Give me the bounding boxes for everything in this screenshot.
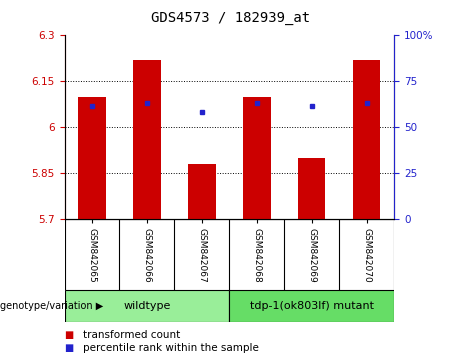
Text: wildtype: wildtype bbox=[123, 301, 171, 311]
Bar bbox=[78, 97, 106, 219]
Bar bbox=[353, 60, 380, 219]
Text: genotype/variation ▶: genotype/variation ▶ bbox=[0, 301, 103, 311]
Text: GSM842065: GSM842065 bbox=[88, 228, 96, 282]
Text: transformed count: transformed count bbox=[83, 330, 180, 339]
Text: tdp-1(ok803lf) mutant: tdp-1(ok803lf) mutant bbox=[250, 301, 374, 311]
Text: GSM842068: GSM842068 bbox=[252, 228, 261, 282]
Text: GSM842069: GSM842069 bbox=[307, 228, 316, 282]
Text: ■: ■ bbox=[65, 330, 74, 339]
Text: GSM842067: GSM842067 bbox=[197, 228, 207, 282]
Text: ■: ■ bbox=[65, 343, 74, 353]
Bar bbox=[243, 97, 271, 219]
Text: percentile rank within the sample: percentile rank within the sample bbox=[83, 343, 259, 353]
Bar bbox=[133, 60, 161, 219]
Bar bbox=[65, 290, 229, 322]
Bar bbox=[188, 164, 216, 219]
Text: GDS4573 / 182939_at: GDS4573 / 182939_at bbox=[151, 11, 310, 25]
Bar bbox=[298, 158, 325, 219]
Text: GSM842070: GSM842070 bbox=[362, 228, 371, 282]
Bar bbox=[229, 290, 394, 322]
Text: GSM842066: GSM842066 bbox=[142, 228, 152, 282]
